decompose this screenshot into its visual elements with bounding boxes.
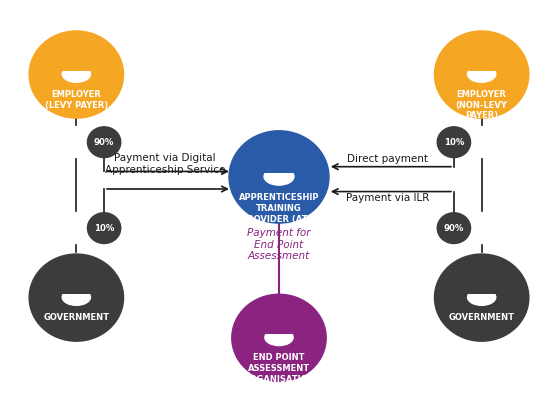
Ellipse shape (264, 168, 294, 185)
Ellipse shape (29, 254, 123, 341)
Text: Direct payment: Direct payment (347, 154, 428, 164)
Text: EMPLOYER
(LEVY PAYER): EMPLOYER (LEVY PAYER) (45, 90, 108, 109)
Ellipse shape (435, 254, 529, 341)
Ellipse shape (469, 277, 494, 300)
Polygon shape (249, 150, 309, 174)
Polygon shape (251, 312, 307, 334)
Ellipse shape (468, 289, 496, 305)
Ellipse shape (88, 127, 121, 158)
Polygon shape (48, 49, 104, 71)
Text: 10%: 10% (444, 138, 464, 147)
Ellipse shape (62, 66, 90, 82)
Ellipse shape (229, 131, 329, 223)
Polygon shape (454, 272, 510, 294)
Text: 90%: 90% (94, 138, 114, 147)
Polygon shape (48, 272, 104, 294)
Text: Payment via ILR: Payment via ILR (345, 193, 429, 203)
Ellipse shape (437, 213, 470, 244)
Text: 90%: 90% (444, 224, 464, 232)
Ellipse shape (267, 318, 291, 340)
Ellipse shape (469, 55, 494, 77)
Text: APPRENTICESHIP
TRAINING
PROVIDER (ATP): APPRENTICESHIP TRAINING PROVIDER (ATP) (239, 193, 319, 224)
Text: GOVERNMENT: GOVERNMENT (44, 313, 109, 322)
Ellipse shape (435, 31, 529, 118)
Polygon shape (454, 49, 510, 71)
Ellipse shape (437, 127, 470, 158)
Text: END POINT
ASSESSMENT
ORGANISATION
(EPAO): END POINT ASSESSMENT ORGANISATION (EPAO) (243, 353, 315, 394)
Ellipse shape (29, 31, 123, 118)
Text: Payment via Digital
Apprenticeship Service: Payment via Digital Apprenticeship Servi… (105, 153, 225, 175)
Text: EMPLOYER
(NON-LEVY
PAYER): EMPLOYER (NON-LEVY PAYER) (456, 90, 508, 120)
Ellipse shape (64, 277, 89, 300)
Ellipse shape (232, 294, 326, 381)
Text: GOVERNMENT: GOVERNMENT (449, 313, 514, 322)
Ellipse shape (62, 289, 90, 305)
Ellipse shape (468, 66, 496, 82)
Ellipse shape (265, 329, 293, 345)
Ellipse shape (266, 156, 292, 179)
Ellipse shape (64, 55, 89, 77)
Text: 10%: 10% (94, 224, 114, 232)
Ellipse shape (88, 213, 121, 244)
Text: Payment for
End Point
Assessment: Payment for End Point Assessment (247, 228, 311, 261)
